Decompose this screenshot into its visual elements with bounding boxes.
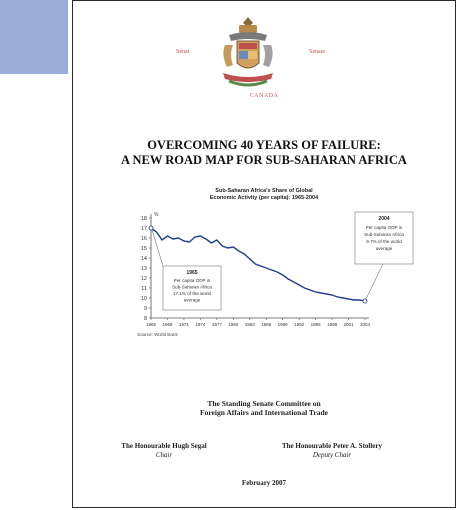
chart-source: Source: World Bank	[137, 332, 178, 337]
annotation-2004-leader	[365, 263, 384, 300]
x-tick-label: 1986	[261, 322, 272, 327]
committee-line2: Foreign Affairs and International Trade	[200, 408, 328, 417]
annotation-2004-year: 2004	[378, 216, 389, 222]
annotation-1965-box	[162, 265, 222, 311]
country-label: CANADA	[249, 93, 279, 99]
y-tick-label: 11	[141, 286, 147, 292]
y-tick-label: 12	[141, 276, 147, 282]
annotation-2004-text: Sub-Saharan Africa	[364, 232, 404, 237]
x-tick-label: 2004	[360, 322, 371, 327]
x-tick-label: 1983	[245, 322, 256, 327]
chart-title: Sub-Saharan Africa's Share of Global Eco…	[73, 188, 455, 201]
blue-corner-tab	[0, 0, 68, 74]
report-title: OVERCOMING 40 YEARS OF FAILURE: A NEW RO…	[73, 138, 455, 168]
signatory-deputy-chair: The Honourable Peter A. Stollery Deputy …	[247, 442, 417, 459]
crest-motto-left: Sénat	[176, 49, 190, 55]
data-point-start	[148, 225, 154, 231]
y-tick-label: 16	[141, 236, 147, 242]
y-tick-label: 10	[141, 296, 147, 302]
y-tick-label: 17	[141, 226, 147, 232]
annotation-1965-text: Sub-Saharan Africa	[172, 285, 212, 290]
x-tick-label: 1998	[327, 322, 338, 327]
x-tick-label: 1980	[228, 322, 239, 327]
data-point-end	[362, 298, 368, 304]
chart-title-line1: Sub-Saharan Africa's Share of Global	[215, 188, 313, 194]
y-tick-label: 18	[141, 216, 147, 222]
annotation-2004-box	[354, 211, 414, 265]
x-tick-label: 1971	[179, 322, 190, 327]
annotation-2004-text: Per capita GDP in	[366, 225, 403, 230]
y-tick-label: 8	[144, 316, 147, 322]
report-date: February 2007	[241, 479, 287, 487]
signatory-deputy-name: The Honourable Peter A. Stollery	[282, 442, 382, 450]
y-tick-label: 13	[141, 266, 147, 272]
signatory-chair-role: Chair	[155, 450, 173, 459]
x-tick-label: 1977	[212, 322, 223, 327]
annotation-1965-year: 1965	[186, 270, 197, 276]
y-tick-label: 14	[141, 256, 147, 262]
report-title-line1: OVERCOMING 40 YEARS OF FAILURE:	[147, 138, 381, 152]
report-cover-page: Sénat Senate CANADA OVERCOMING 40 YEARS …	[72, 0, 456, 508]
senate-coat-of-arms-icon	[223, 17, 273, 87]
committee-name: The Standing Senate Committee on Foreign…	[73, 399, 455, 417]
report-title-line2: A NEW ROAD MAP FOR SUB-SAHARAN AFRICA	[121, 153, 407, 167]
annotation-1965-text: Per capita GDP in	[174, 278, 211, 283]
chart-title-line2: Economic Activity (per capita): 1965-200…	[209, 194, 319, 201]
annotation-2004-text: 9.7% of the world	[366, 239, 402, 244]
y-tick-label: 15	[141, 246, 147, 252]
x-tick-label: 1995	[311, 322, 322, 327]
crest-motto-right: Senate	[309, 49, 325, 55]
signatory-deputy-role: Deputy Chair	[312, 450, 352, 459]
x-tick-label: 1992	[294, 322, 305, 327]
x-tick-label: 1965	[146, 322, 157, 327]
annotation-1965-text: average	[184, 298, 201, 303]
signatory-chair-name: The Honourable Hugh Segal	[121, 442, 207, 450]
x-tick-label: 1989	[278, 322, 289, 327]
x-tick-label: 1968	[162, 322, 173, 327]
annotation-1965-leader	[151, 229, 164, 267]
committee-line1: The Standing Senate Committee on	[207, 399, 321, 408]
annotation-1965-text: 17.1% of the world	[173, 291, 211, 296]
signatory-chair: The Honourable Hugh Segal Chair	[89, 442, 239, 459]
series-line	[150, 227, 366, 302]
x-tick-label: 1974	[195, 322, 206, 327]
y-tick-label: 9	[144, 306, 147, 312]
x-tick-label: 2001	[344, 322, 355, 327]
annotation-2004-text: average	[376, 246, 393, 251]
y-axis-unit: %	[154, 212, 159, 218]
